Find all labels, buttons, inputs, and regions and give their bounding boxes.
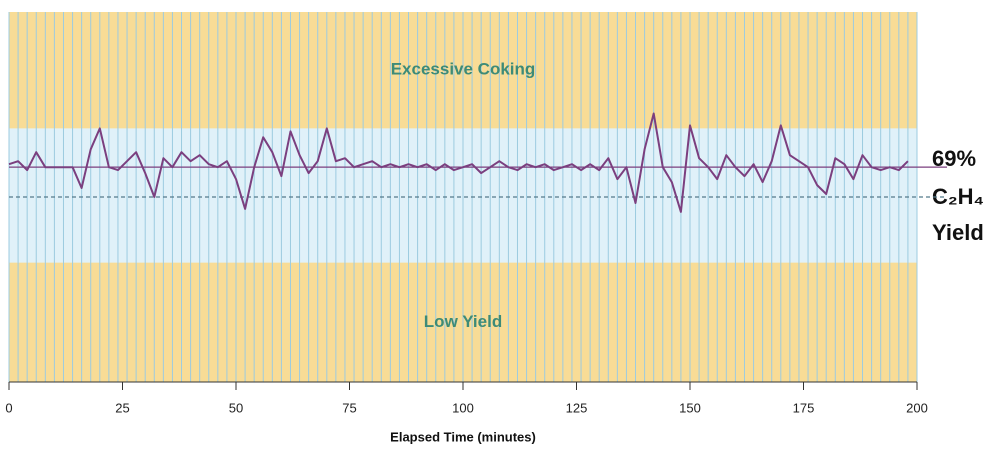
x-tick-label: 50 [229,400,243,415]
x-tick-label: 200 [906,400,928,415]
x-tick-label: 25 [115,400,129,415]
data-line [8,112,909,213]
x-tick-label: 150 [679,400,701,415]
x-tick-label: 0 [5,400,12,415]
x-tick-label: 175 [793,400,815,415]
band-label: Excessive Coking [391,60,536,79]
x-tick-label: 100 [452,400,474,415]
x-tick-label: 125 [566,400,588,415]
band-label: Low Yield [424,312,502,331]
x-tick-label: 75 [342,400,356,415]
y-label-line: Yield [932,220,984,245]
x-axis-label: Elapsed Time (minutes) [390,429,536,444]
y-label-line: C₂H₄ [932,184,984,209]
